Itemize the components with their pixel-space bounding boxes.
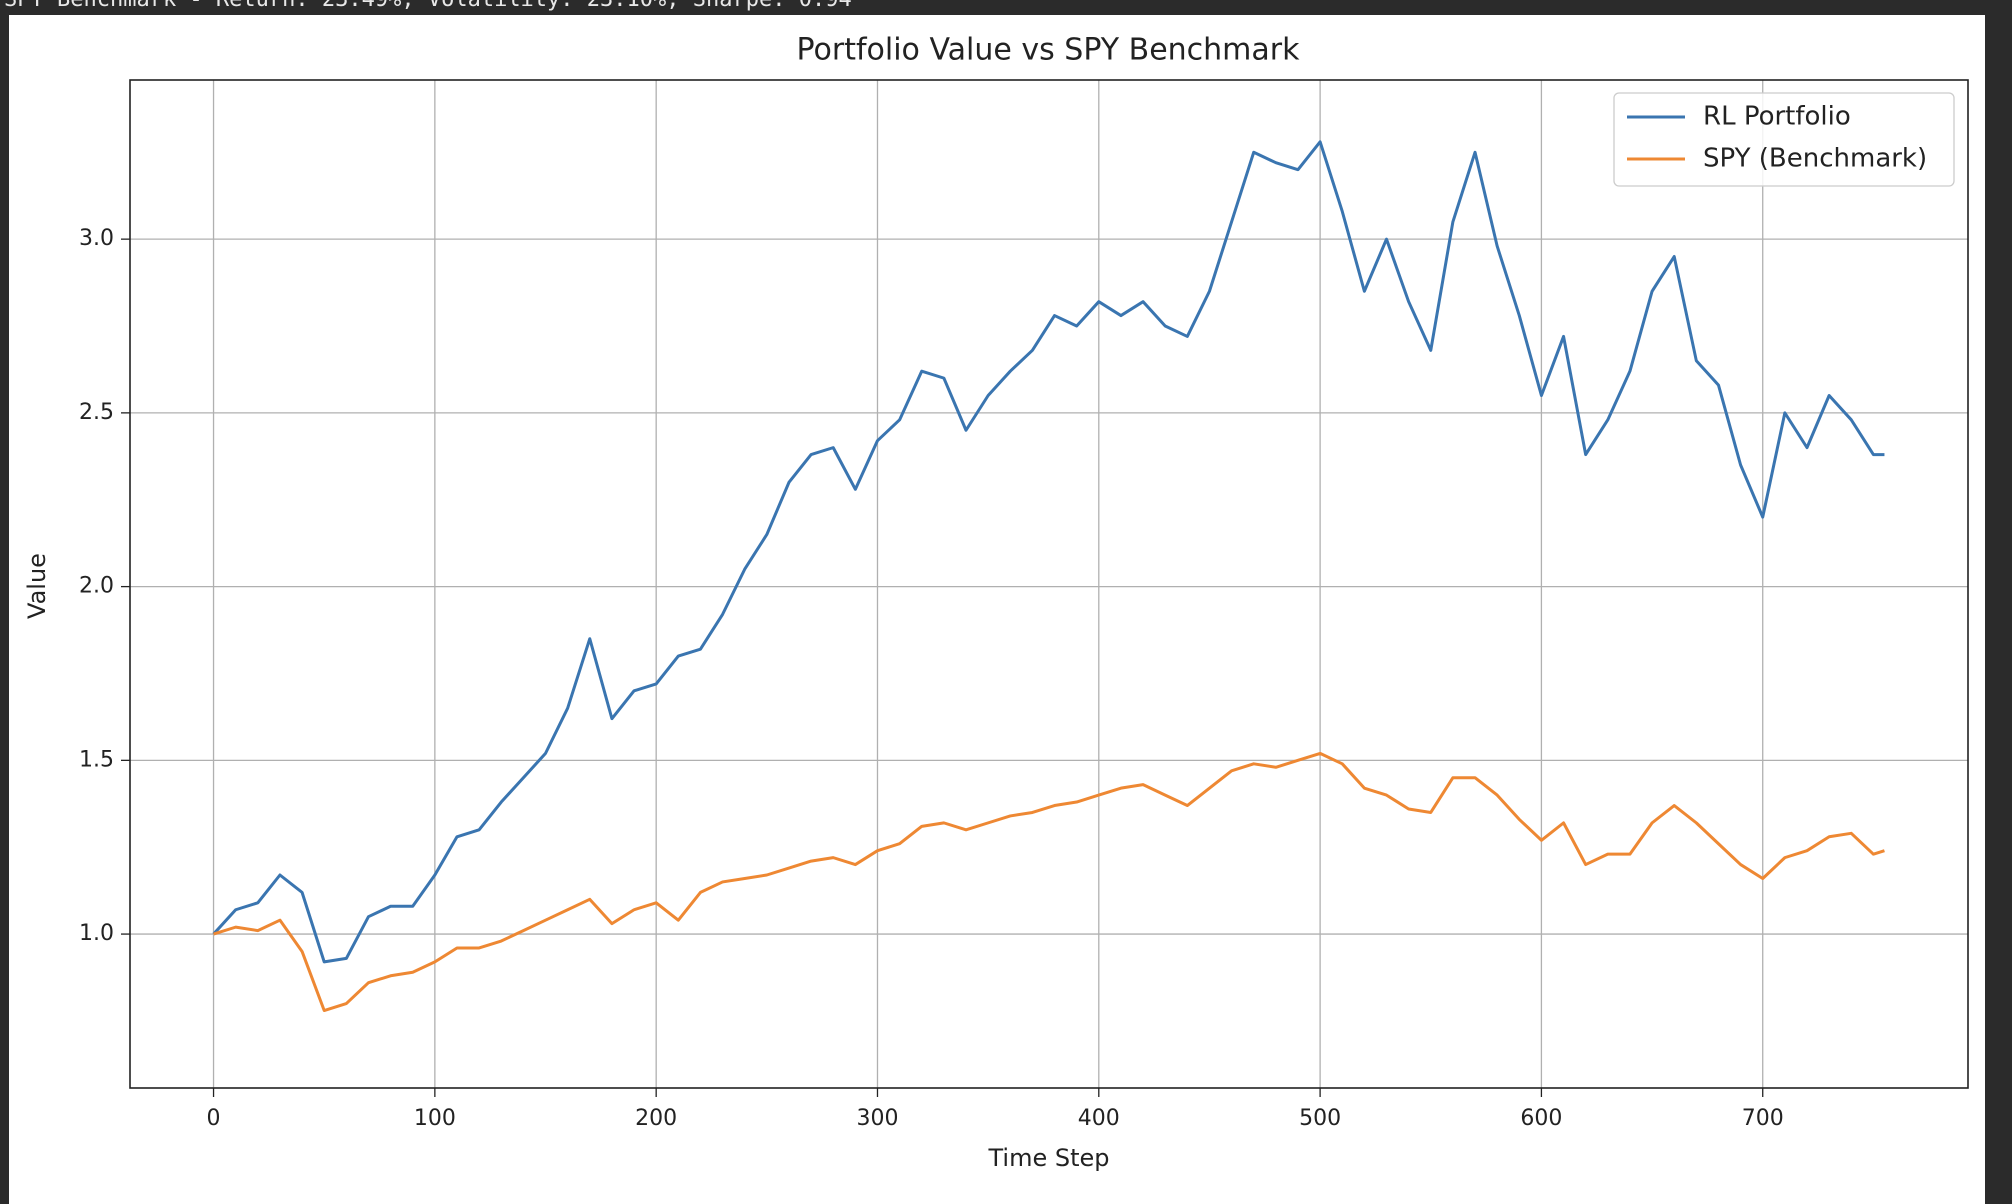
series-line <box>212 140 1885 964</box>
y-axis-label: Value <box>23 553 51 619</box>
y-tick-label: 3.0 <box>79 226 114 251</box>
x-tick-label: 0 <box>207 1106 221 1131</box>
x-axis-label: Time Step <box>987 1144 1109 1172</box>
x-tick-label: 700 <box>1742 1106 1784 1131</box>
legend-box <box>1613 92 1955 187</box>
chart-title: Portfolio Value vs SPY Benchmark <box>797 33 1301 68</box>
x-tick-label: 100 <box>414 1106 456 1131</box>
y-tick-label: 1.5 <box>79 747 114 772</box>
x-tick-label: 600 <box>1520 1106 1562 1131</box>
x-tick-label: 500 <box>1299 1106 1341 1131</box>
y-tick-label: 1.0 <box>79 921 114 946</box>
y-tick-label: 2.5 <box>79 400 114 425</box>
x-tick-label: 400 <box>1078 1106 1120 1131</box>
legend-label: RL Portfolio <box>1703 102 1851 132</box>
plot-frame <box>129 79 1969 1089</box>
x-tick-label: 300 <box>856 1106 898 1131</box>
x-tick-label: 200 <box>635 1106 677 1131</box>
header-bar: SPY Benchmark - Return: 23.49%, Volatili… <box>4 0 2004 15</box>
header-text: SPY Benchmark - Return: 23.49%, Volatili… <box>4 0 852 12</box>
legend-label: SPY (Benchmark) <box>1703 144 1927 174</box>
y-tick-label: 2.0 <box>79 574 114 599</box>
series-line <box>213 751 1885 1013</box>
